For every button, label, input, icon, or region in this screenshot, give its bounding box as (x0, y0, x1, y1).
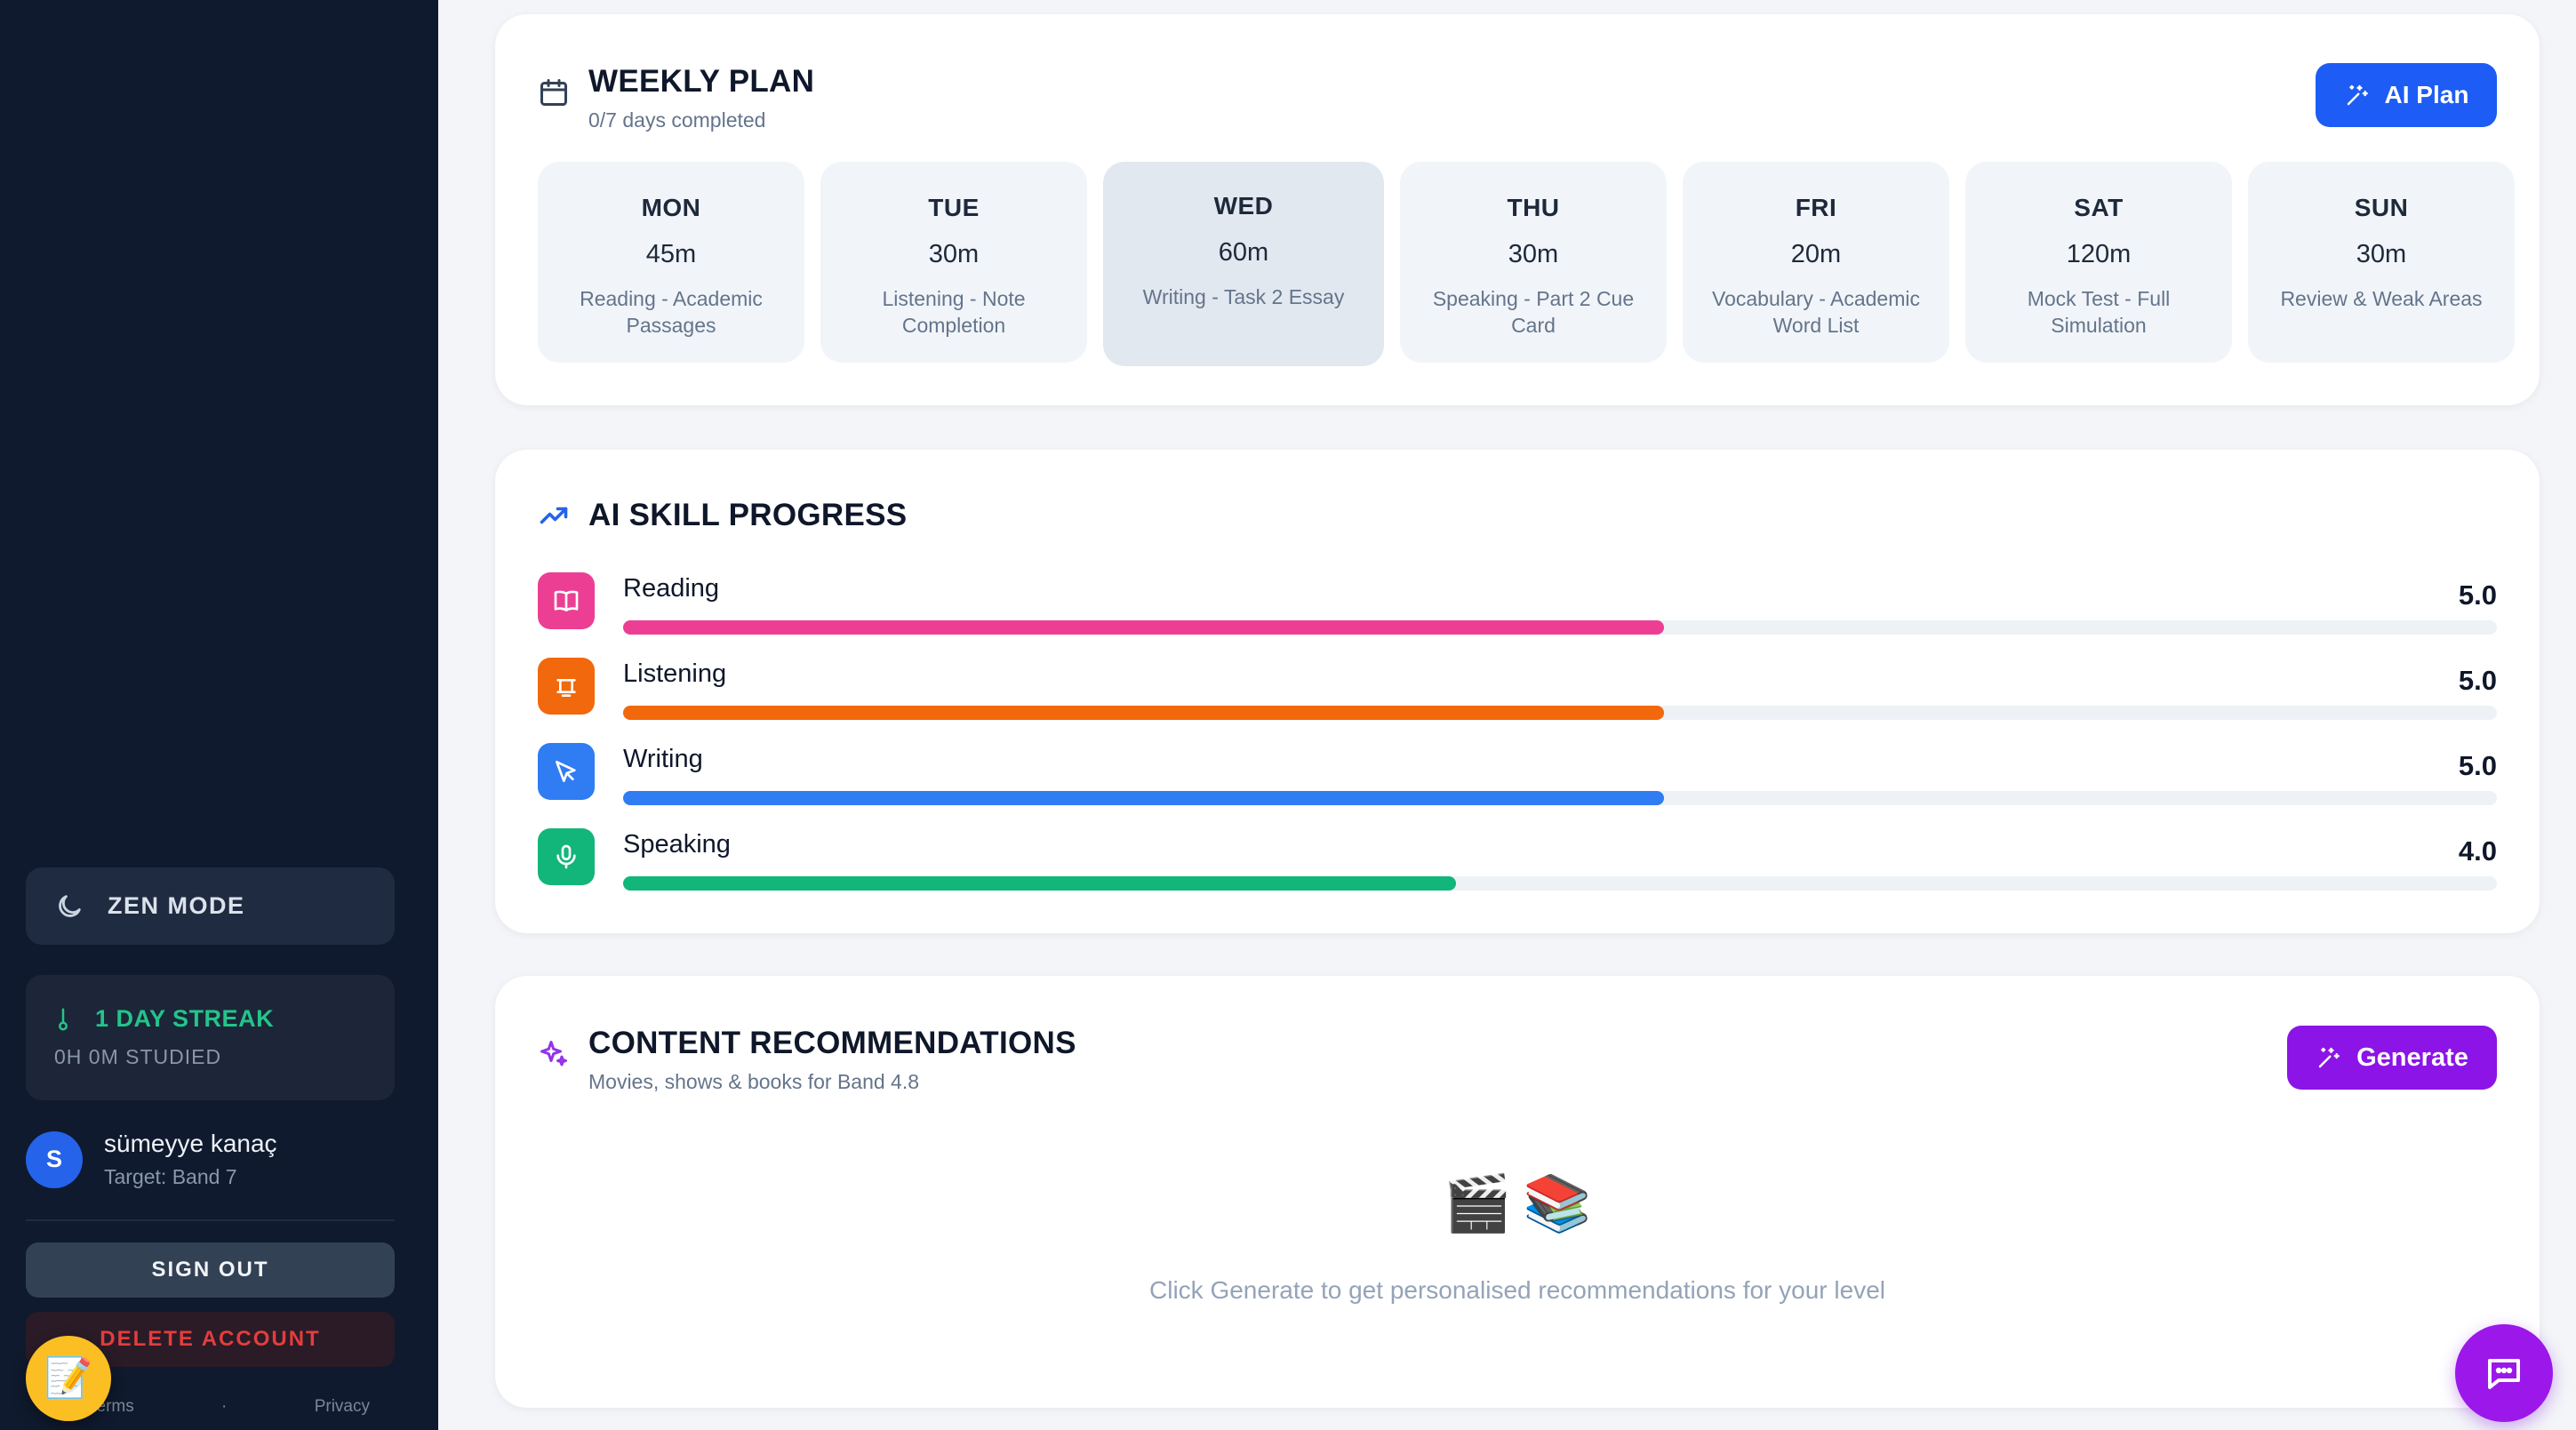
skill-icon-badge (538, 658, 595, 715)
skill-progress-fill (623, 620, 1665, 635)
day-name: FRI (1795, 194, 1837, 221)
day-tile-tue[interactable]: TUE 30m Listening - Note Completion (820, 162, 1087, 363)
calendar-icon (540, 79, 567, 106)
day-duration: 30m (2356, 240, 2407, 268)
content-recommendations-subtitle: Movies, shows & books for Band 4.8 (588, 1070, 920, 1093)
day-tile-sun[interactable]: SUN 30m Review & Weak Areas (2248, 162, 2515, 363)
sidebar: ZEN MODE 1 DAY STREAK 0H 0M STUDIED S sü… (0, 0, 438, 1430)
day-name: MON (641, 194, 701, 221)
content-recommendations-title: CONTENT RECOMMENDATIONS (588, 1026, 1076, 1060)
day-description: Mock Test - Full Simulation (2027, 287, 2171, 337)
skill-progress-track (623, 876, 2497, 891)
skill-name: Speaking (623, 830, 731, 859)
day-duration: 120m (2066, 240, 2132, 268)
user-target: Target: Band 7 (104, 1165, 237, 1188)
ai-plan-button[interactable]: AI Plan (2316, 63, 2497, 127)
content-recommendations-card: CONTENT RECOMMENDATIONS Movies, shows & … (495, 976, 2540, 1408)
chat-bubble-icon (2488, 1359, 2520, 1389)
skill-score: 5.0 (2458, 665, 2497, 696)
generate-label: Generate (2356, 1043, 2468, 1072)
day-tile-sat[interactable]: SAT 120m Mock Test - Full Simulation (1965, 162, 2232, 363)
day-name: TUE (928, 194, 980, 221)
skill-progress-title: AI SKILL PROGRESS (588, 498, 908, 532)
avatar: S (26, 1130, 83, 1188)
day-duration: 60m (1218, 238, 1269, 267)
weekly-days: MON 45m Reading - Academic Passages TUE 30m L… (538, 162, 2515, 366)
recommendation-emojis: 🎬 📚 (495, 1177, 2540, 1232)
skill-score: 5.0 (2458, 579, 2497, 611)
skill-score: 5.0 (2458, 750, 2497, 781)
zen-mode-label: ZEN MODE (108, 892, 245, 919)
day-tile-fri[interactable]: FRI 20m Vocabulary - Academic Word List (1683, 162, 1949, 363)
day-tile-wed[interactable]: WED 60m Writing - Task 2 Essay (1103, 162, 1384, 366)
skill-row-listening: Listening 5.0 (538, 658, 2497, 720)
user-name: sümeyye kanaç (104, 1130, 277, 1157)
streak-studied: 0H 0M STUDIED (54, 1045, 222, 1068)
book-icon (554, 590, 579, 611)
headphones-icon (556, 679, 576, 697)
sidebar-divider (26, 1219, 395, 1221)
chat-fab-button[interactable] (2455, 1324, 2553, 1422)
skill-icon-badge (538, 828, 595, 885)
moon-icon (59, 894, 81, 917)
sparkle-wand-icon (2347, 84, 2368, 106)
skill-score: 4.0 (2458, 835, 2497, 867)
generate-button[interactable]: Generate (2287, 1026, 2497, 1090)
skill-row-speaking: Speaking 4.0 (538, 828, 2497, 891)
notes-icon: 📝 (44, 1356, 93, 1400)
skill-row-writing: Writing 5.0 (538, 743, 2497, 805)
day-name: SUN (2354, 194, 2409, 221)
microphone-icon (556, 844, 576, 869)
skill-name: Reading (623, 574, 720, 603)
skill-progress-track (623, 706, 2497, 720)
streak-panel: 1 DAY STREAK 0H 0M STUDIED (26, 975, 395, 1100)
day-duration: 20m (1790, 240, 1842, 268)
day-name: WED (1213, 192, 1274, 220)
trending-up-icon (540, 507, 568, 524)
streak-title: 1 DAY STREAK (95, 1005, 275, 1032)
skill-row-reading: Reading 5.0 (538, 572, 2497, 635)
day-duration: 30m (928, 240, 980, 268)
day-description: Writing - Task 2 Essay (1142, 285, 1345, 308)
empty-state-text: Click Generate to get personalised recom… (1149, 1276, 1885, 1304)
skill-progress-track (623, 620, 2497, 635)
books-icon: 📚 (1523, 1173, 1592, 1234)
ai-plan-label: AI Plan (2384, 81, 2469, 108)
day-name: SAT (2074, 194, 2124, 221)
privacy-link[interactable]: Privacy (314, 1397, 370, 1416)
sign-out-button[interactable]: SIGN OUT (26, 1242, 395, 1298)
user-profile[interactable]: S sümeyye kanaç Target: Band 7 (26, 1130, 277, 1189)
skill-progress-card: AI SKILL PROGRESS Reading 5.0 Listening 5.0… (495, 450, 2540, 933)
zen-mode-button[interactable]: ZEN MODE (26, 867, 395, 945)
skill-progress-fill (623, 706, 1665, 720)
weekly-plan-progress: 0/7 days completed (588, 108, 766, 132)
skill-progress-track (623, 791, 2497, 805)
skill-name: Writing (623, 745, 703, 773)
day-description: Speaking - Part 2 Cue Card (1432, 287, 1635, 337)
day-description: Reading - Academic Passages (580, 287, 763, 337)
clapperboard-icon: 🎬 (1443, 1173, 1512, 1234)
day-duration: 45m (645, 240, 697, 268)
thermometer-icon (59, 1008, 68, 1030)
day-duration: 30m (1508, 240, 1559, 268)
day-description: Listening - Note Completion (882, 287, 1026, 337)
day-description: Review & Weak Areas (2280, 287, 2483, 310)
day-description: Vocabulary - Academic Word List (1712, 287, 1920, 337)
skill-progress-fill (623, 876, 1456, 891)
weekly-plan-card: WEEKLY PLAN 0/7 days completed AI Plan M… (495, 14, 2540, 405)
day-tile-mon[interactable]: MON 45m Reading - Academic Passages (538, 162, 804, 363)
sparkles-icon (540, 1041, 567, 1067)
day-name: THU (1507, 194, 1560, 221)
skill-name: Listening (623, 659, 727, 688)
pen-icon (556, 761, 576, 782)
skill-icon-badge (538, 572, 595, 629)
skill-icon-badge (538, 743, 595, 800)
day-tile-thu[interactable]: THU 30m Speaking - Part 2 Cue Card (1400, 162, 1667, 363)
sparkle-wand-icon (2318, 1047, 2340, 1068)
skill-progress-fill (623, 791, 1665, 805)
weekly-plan-title: WEEKLY PLAN (588, 64, 815, 99)
notes-fab-button[interactable]: 📝 (26, 1336, 111, 1421)
footer-separator: · (221, 1397, 228, 1416)
